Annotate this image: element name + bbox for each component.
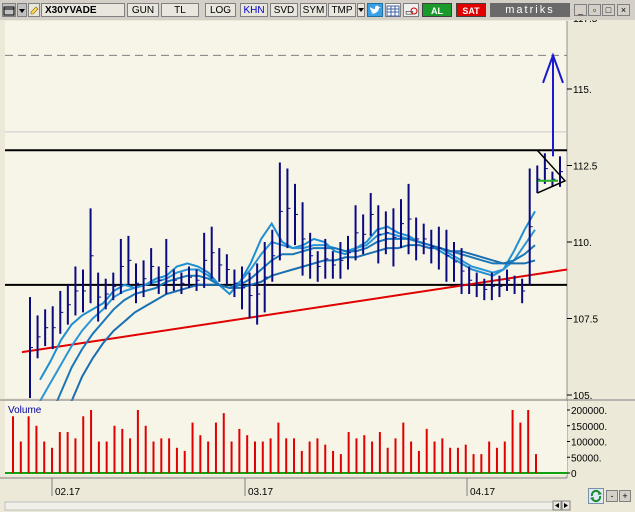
- volume-tick-label: 200000.: [571, 406, 607, 417]
- period-button-khn[interactable]: KHN: [240, 3, 268, 17]
- pennant-pattern[interactable]: [536, 149, 567, 194]
- close-icon[interactable]: ×: [617, 4, 630, 16]
- scroll-left-icon[interactable]: [552, 500, 562, 511]
- volume-tick-label: 50000.: [571, 453, 602, 464]
- period-button-tmp[interactable]: TMP: [328, 3, 356, 17]
- twitter-icon[interactable]: [367, 3, 383, 17]
- target-arrow-head: [542, 52, 564, 84]
- price-panel[interactable]: [5, 21, 567, 398]
- price-tick-label: 107.5: [573, 315, 598, 326]
- period-button-tl[interactable]: TL: [161, 3, 199, 17]
- date-label: 03.17: [248, 487, 273, 498]
- volume-tick-label: 100000.: [571, 438, 607, 449]
- volume-tick-label: 0: [571, 469, 577, 480]
- maximize-icon[interactable]: □: [602, 4, 615, 16]
- window-menu-icon[interactable]: [2, 3, 16, 17]
- volume-tick-label: 150000.: [571, 422, 607, 433]
- zoom-out-icon[interactable]: -: [606, 490, 618, 502]
- minimize-icon[interactable]: _: [574, 4, 587, 16]
- period-button-svd[interactable]: SVD: [270, 3, 298, 17]
- price-tick-label: 105.: [573, 391, 592, 402]
- scroll-right-icon[interactable]: [561, 500, 571, 511]
- dictionary-icon[interactable]: ▭: [403, 3, 419, 17]
- matriks-logo: matriks: [490, 3, 570, 17]
- svg-text:▭: ▭: [405, 7, 414, 17]
- buy-button[interactable]: AL: [422, 3, 452, 17]
- volume-label: Volume: [8, 405, 42, 416]
- price-tick-label: 110.: [573, 238, 592, 249]
- period-button-gun[interactable]: GUN: [127, 3, 159, 17]
- date-label: 04.17: [470, 487, 495, 498]
- dropdown-arrow-icon[interactable]: [17, 3, 27, 17]
- edit-symbol-icon[interactable]: [28, 3, 40, 17]
- settings-dropdown-icon[interactable]: [357, 3, 365, 17]
- price-chart[interactable]: 115. 112.5 110. 107.5 105. 117.5 Volume 20000…: [0, 20, 635, 512]
- period-button-sym[interactable]: SYM: [300, 3, 327, 17]
- symbol-field[interactable]: X30YVADE: [41, 3, 125, 17]
- moving-average-line[interactable]: [39, 244, 536, 472]
- grid-table-icon[interactable]: [385, 3, 401, 17]
- sell-button[interactable]: SAT: [456, 3, 486, 17]
- horizontal-scrollbar[interactable]: [4, 501, 554, 511]
- refresh-icon[interactable]: [588, 488, 604, 504]
- period-button-log[interactable]: LOG: [205, 3, 236, 17]
- chart-toolbar: X30YVADE GUN TL LOG KHN SVD SYM TMP ▭ AL…: [0, 0, 635, 21]
- zoom-in-icon[interactable]: +: [619, 490, 631, 502]
- restore-icon[interactable]: ▫: [588, 4, 601, 16]
- price-tick-label: 115.: [573, 85, 592, 96]
- price-tick-label: 112.5: [573, 162, 598, 173]
- price-tick-label-partial: 117.5: [573, 20, 598, 25]
- date-label: 02.17: [55, 487, 80, 498]
